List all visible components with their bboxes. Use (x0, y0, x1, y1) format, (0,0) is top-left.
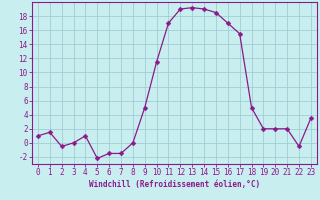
X-axis label: Windchill (Refroidissement éolien,°C): Windchill (Refroidissement éolien,°C) (89, 180, 260, 189)
